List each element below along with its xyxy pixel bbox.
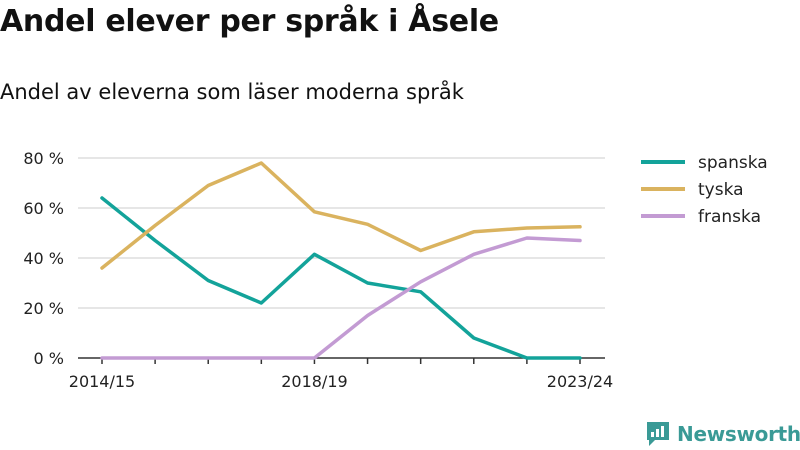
chart-subtitle: Andel av eleverna som läser moderna språ… [0,80,464,104]
newsworthy-logo-icon [647,422,669,446]
legend-label-tyska: tyska [698,180,744,200]
brand-name: Newsworthy [677,422,800,446]
legend-label-franska: franska [698,207,761,227]
y-tick-label: 20 % [23,299,64,318]
x-tick-label: 2023/24 [547,372,613,391]
y-tick-label: 60 % [23,199,64,218]
y-tick-label: 0 % [34,349,64,368]
series-line-franska [100,236,582,360]
brand-logo: Newsworthy [645,420,800,448]
series-line-tyska [100,161,582,270]
series-line-spanska [100,196,582,360]
y-tick-label: 80 % [23,149,64,168]
chart-title: Andel elever per språk i Åsele [0,4,499,39]
x-tick-label: 2018/19 [281,372,347,391]
y-tick-label: 40 % [23,249,64,268]
legend-label-spanska: spanska [698,153,768,173]
x-tick-label: 2014/15 [69,372,135,391]
